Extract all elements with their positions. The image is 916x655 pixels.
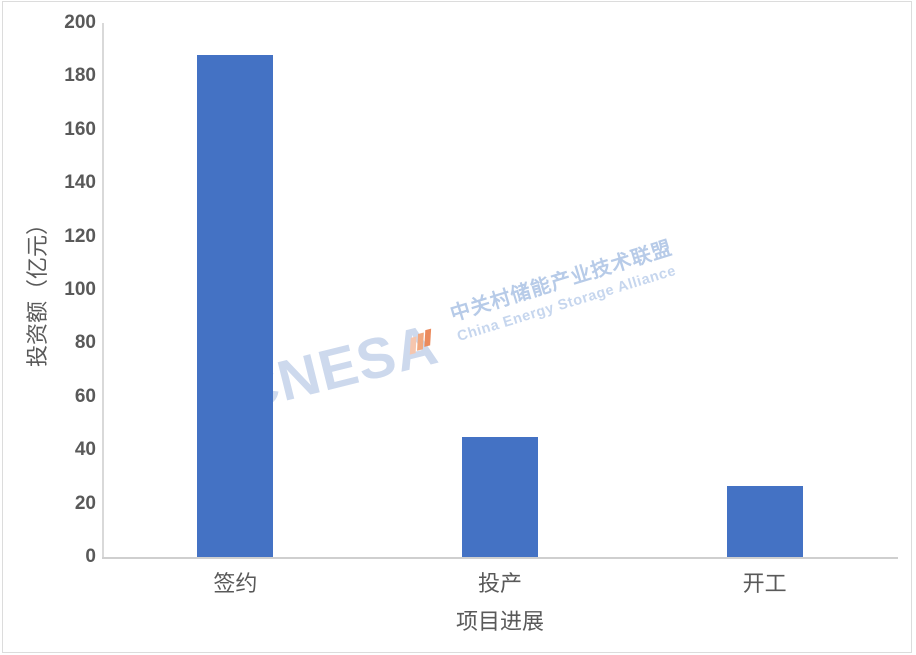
rising-stripes-icon (409, 328, 432, 355)
x-category-label: 签约 (213, 571, 258, 596)
bar-签约[interactable] (197, 55, 274, 557)
bar-开工[interactable] (726, 486, 803, 557)
y-tick-label: 120 (64, 225, 96, 247)
x-category-label: 开工 (742, 571, 787, 596)
y-axis-line (102, 23, 104, 558)
y-tick-label: 100 (64, 279, 96, 300)
y-tick-label: 200 (64, 12, 96, 33)
y-tick-label: 60 (74, 385, 96, 407)
y-tick-label: 20 (74, 492, 96, 514)
y-tick-label: 180 (64, 65, 96, 87)
x-category-label: 投产 (477, 571, 522, 596)
x-axis-line (102, 557, 898, 559)
y-tick-label: 0 (85, 546, 96, 567)
y-tick-label: 160 (64, 118, 96, 140)
y-tick-label: 40 (74, 439, 96, 461)
y-tick-label: 140 (64, 172, 96, 194)
y-tick-label: 80 (74, 332, 96, 354)
x-axis-title: 项目进展 (455, 609, 544, 634)
bar-投产[interactable] (462, 436, 538, 557)
watermark-text-block: 中关村储能产业技术联盟 China Energy Storage Allianc… (446, 231, 681, 345)
